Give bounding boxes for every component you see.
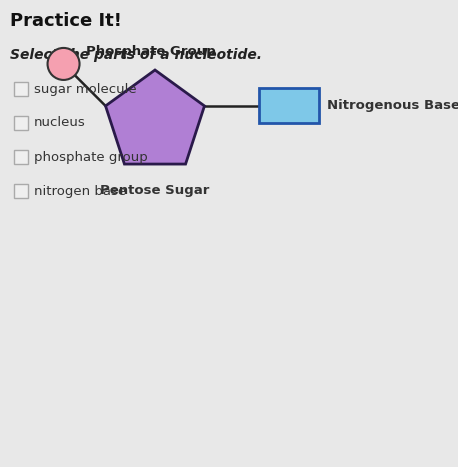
Bar (14, 116, 28, 130)
Text: Phosphate Group: Phosphate Group (86, 45, 215, 58)
Bar (14, 184, 28, 198)
Text: Practice It!: Practice It! (10, 12, 122, 30)
Text: Pentose Sugar: Pentose Sugar (100, 184, 210, 197)
Polygon shape (105, 70, 204, 164)
Bar (14, 82, 28, 96)
Circle shape (48, 48, 80, 80)
Text: phosphate group: phosphate group (34, 150, 148, 163)
Text: nitrogen base: nitrogen base (34, 184, 126, 198)
Bar (259, 88, 319, 123)
Text: Nitrogenous Base: Nitrogenous Base (327, 99, 458, 113)
Text: sugar molecule: sugar molecule (34, 83, 136, 95)
Text: nucleus: nucleus (34, 116, 86, 129)
Bar (14, 150, 28, 164)
Text: Select the parts of a nucleotide.: Select the parts of a nucleotide. (10, 48, 262, 62)
